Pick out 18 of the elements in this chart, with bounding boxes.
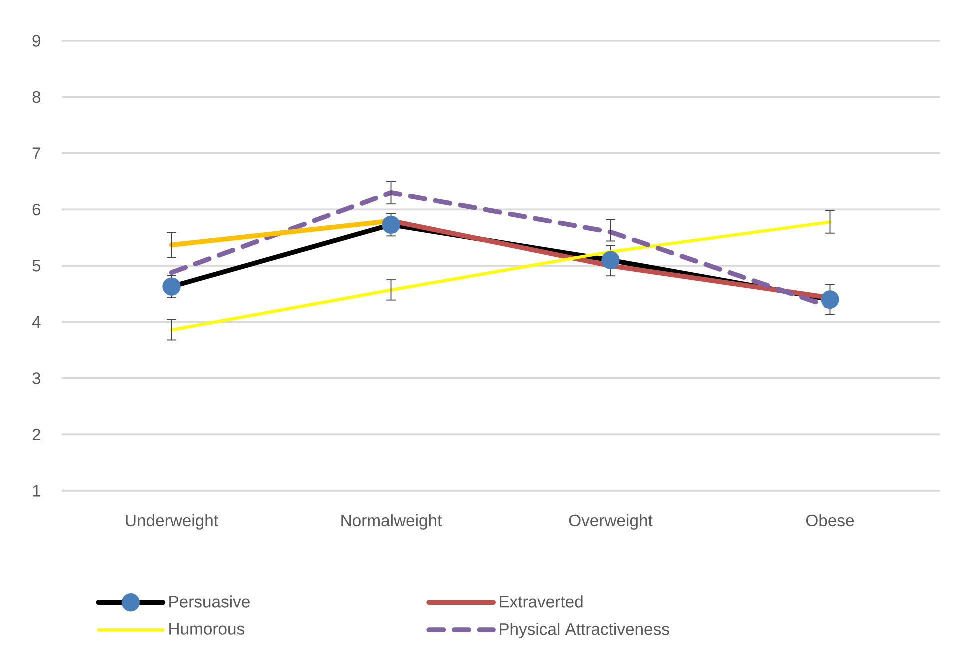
x-tick-label: Normalweight: [342, 514, 442, 530]
y-tick-label: 1: [33, 485, 40, 497]
y-tick-label: 8: [32, 91, 41, 104]
y-tick-label: 2: [32, 428, 40, 441]
x-tick-label: Overweight: [569, 514, 653, 530]
y-tick-label: 9: [32, 35, 41, 47]
line-series: [170, 220, 832, 332]
y-tick-label: 7: [32, 148, 40, 160]
y-tick-label: 4: [32, 316, 41, 328]
legend-label: Humorous: [170, 623, 244, 635]
legend-label: Extraverted: [500, 596, 583, 608]
y-tick-label: 5: [32, 260, 41, 272]
legend-label: Physical Attractiveness: [500, 622, 670, 639]
x-tick-label: Obese: [806, 514, 854, 527]
y-tick-label: 6: [32, 204, 41, 216]
x-tick-label: Underweight: [126, 514, 218, 530]
y-tick-label: 3: [32, 372, 41, 384]
legend-label: Persuasive: [170, 596, 250, 608]
